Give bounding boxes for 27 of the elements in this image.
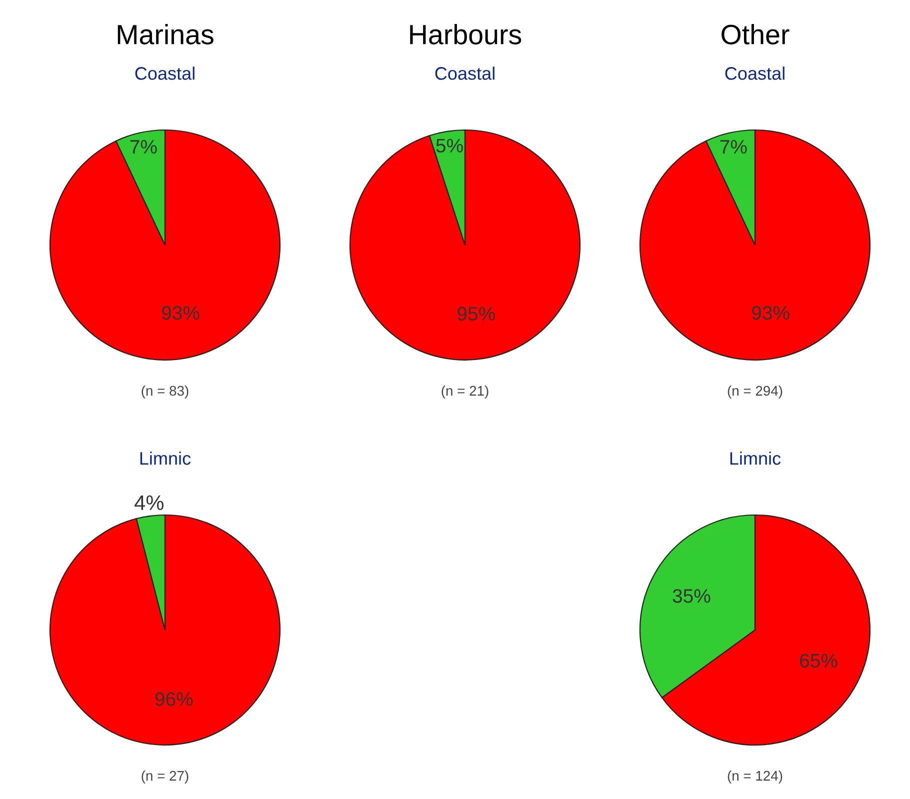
chart-subtitle: Limnic <box>730 452 781 465</box>
chart-title: Other <box>722 24 790 44</box>
chart-subtitle: Coastal <box>435 66 494 80</box>
pie-slice <box>639 129 871 361</box>
data-label: 65% <box>800 654 838 668</box>
text: (n = 294) <box>728 386 782 398</box>
data-label: 95% <box>458 306 495 321</box>
text: (n = 21) <box>442 386 488 398</box>
text: (n = 27) <box>142 770 188 784</box>
data-label: 7% <box>720 140 747 154</box>
chart-title: Harbours <box>410 24 522 44</box>
data-label: 35% <box>672 589 710 603</box>
data-label: 93% <box>162 306 200 320</box>
data-label: 7% <box>130 140 157 154</box>
data-label: 4% <box>134 495 164 510</box>
chart-subtitle: Coastal <box>135 66 194 80</box>
chart-subtitle: Limnic <box>140 452 191 465</box>
pie-slice <box>349 129 581 361</box>
pie-slice <box>49 129 281 361</box>
chart-title: Marinas <box>118 24 214 44</box>
data-label: 96% <box>155 692 193 706</box>
data-label: 93% <box>752 306 790 320</box>
pie-slice <box>49 514 281 746</box>
data-label: 5% <box>436 138 463 153</box>
text: (n = 83) <box>142 386 188 398</box>
text: (n = 124) <box>728 770 782 784</box>
chart-subtitle: Coastal <box>725 66 784 80</box>
